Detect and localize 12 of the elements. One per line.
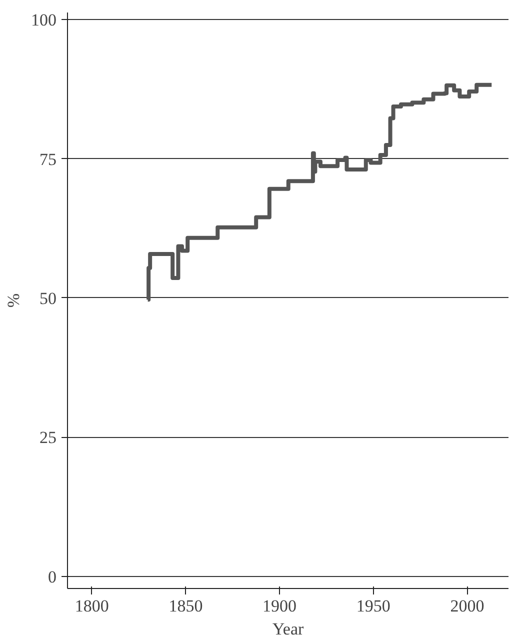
x-tick-label: 1950 — [356, 596, 390, 616]
x-axis-title: Year — [272, 620, 304, 638]
y-tick-label: 100 — [31, 10, 56, 30]
y-tick-label: 0 — [48, 567, 56, 586]
x-tick-label: 1850 — [168, 596, 203, 616]
y-tick-label: 75 — [40, 150, 56, 169]
x-tick-label: 1900 — [262, 596, 297, 616]
y-tick-label: 25 — [40, 428, 56, 448]
y-axis-title: % — [4, 293, 23, 308]
x-tick-label: 1800 — [74, 596, 109, 616]
x-tick-label: 2000 — [450, 596, 484, 616]
y-tick-label: 50 — [40, 288, 56, 308]
